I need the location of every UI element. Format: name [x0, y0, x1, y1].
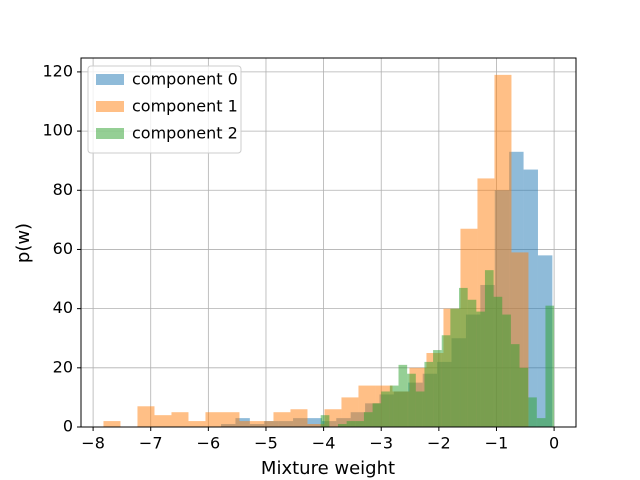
- bar: [341, 397, 359, 427]
- bar: [381, 391, 390, 427]
- bar: [307, 418, 322, 427]
- x-tick-label: −5: [254, 434, 278, 453]
- bar: [103, 421, 121, 427]
- bar: [433, 350, 442, 427]
- bar: [407, 373, 416, 427]
- bar: [239, 421, 257, 427]
- bar: [256, 421, 274, 427]
- bar: [372, 403, 382, 427]
- x-tick-label: 0: [549, 434, 559, 453]
- y-tick-label: 20: [53, 357, 73, 376]
- x-tick-label: −8: [81, 434, 105, 453]
- bar: [398, 364, 408, 427]
- bar: [137, 406, 155, 427]
- bar: [545, 305, 555, 427]
- legend-label: component 1: [132, 97, 238, 116]
- legend-swatch: [96, 101, 124, 112]
- y-tick-label: 0: [63, 417, 73, 436]
- bar: [346, 421, 356, 427]
- legend: component 0 component 1 component 2: [87, 65, 242, 154]
- legend-label: component 2: [132, 124, 238, 143]
- bar: [528, 397, 537, 427]
- bar: [188, 421, 206, 427]
- bar: [307, 424, 325, 427]
- bar: [154, 415, 172, 427]
- x-tick-label: −7: [139, 434, 163, 453]
- y-tick-label: 40: [53, 298, 73, 317]
- x-tick-label: −6: [197, 434, 221, 453]
- bar: [222, 412, 240, 427]
- x-tick-label: −2: [427, 434, 451, 453]
- bar: [389, 385, 399, 427]
- legend-box: [87, 65, 242, 154]
- bar: [493, 296, 503, 427]
- bar: [273, 412, 291, 427]
- bars: [103, 74, 555, 427]
- bar: [290, 409, 308, 427]
- bar: [519, 367, 529, 427]
- plot-frame: [80, 57, 577, 428]
- bar: [484, 270, 494, 427]
- x-tick-label: −4: [312, 434, 336, 453]
- bar: [363, 412, 373, 427]
- bar: [450, 308, 460, 427]
- bar: [467, 299, 477, 427]
- y-tick-label: 80: [53, 180, 73, 199]
- bar: [205, 412, 223, 427]
- bar: [424, 361, 434, 427]
- bar: [502, 314, 511, 427]
- legend-label: component 0: [132, 70, 238, 89]
- bar: [320, 415, 330, 427]
- bar: [459, 287, 468, 427]
- bar: [415, 391, 425, 427]
- bar: [355, 421, 364, 427]
- bar: [441, 335, 451, 427]
- x-axis-label: Mixture weight: [261, 458, 395, 479]
- legend-swatch: [96, 128, 124, 139]
- bar: [510, 344, 520, 427]
- bar: [338, 424, 347, 427]
- y-tick-label: 60: [53, 239, 73, 258]
- y-tick-label: 100: [42, 121, 73, 140]
- ticks: −8 −7 −6 −5 −4 −3 −2 −1 0 0 20 40 60 80 100 120: [42, 61, 559, 452]
- x-tick-label: −3: [369, 434, 393, 453]
- x-tick-label: −1: [485, 434, 509, 453]
- legend-swatch: [96, 74, 124, 85]
- bar: [476, 311, 485, 427]
- bar: [536, 418, 546, 427]
- y-axis-label: p(w): [13, 223, 34, 263]
- bar: [171, 412, 189, 427]
- y-tick-label: 120: [42, 61, 73, 80]
